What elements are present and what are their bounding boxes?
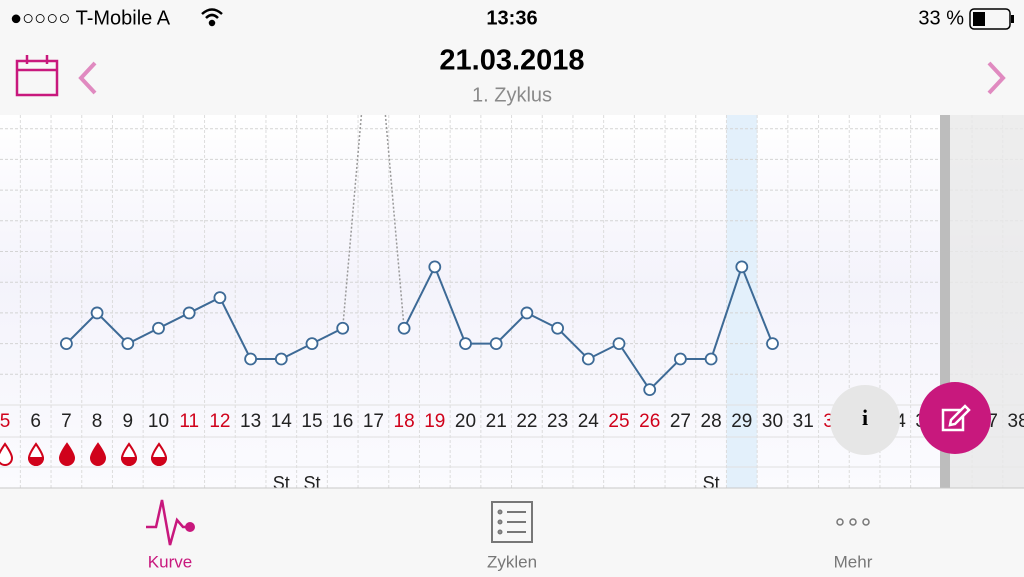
edit-icon [941,404,971,432]
future-divider [940,115,950,488]
day-label: 17 [363,411,384,432]
temp-point [305,337,319,351]
temp-point [674,352,687,366]
next-button[interactable] [987,61,1006,95]
day-label: 7 [61,411,72,432]
tab-label[interactable]: Zyklen [487,552,537,571]
temp-point [704,352,718,366]
day-label: 28 [701,411,722,432]
day-label: 5 [0,411,10,432]
info-button[interactable] [830,385,900,455]
day-label: 11 [179,411,199,432]
temp-point [182,306,196,320]
day-label: 27 [670,411,691,432]
clock: 13:36 [486,7,537,29]
temp-point [274,352,288,366]
temp-point [766,337,779,351]
day-label: 24 [578,411,600,432]
day-label: 30 [762,411,783,432]
day-label: 16 [332,411,353,432]
day-label: 20 [455,411,476,432]
zyklen-icon [491,501,533,543]
day-label: 10 [148,411,169,432]
day-label: 23 [547,411,568,432]
day-label: 31 [793,411,814,432]
day-label: 13 [240,411,261,432]
wifi-icon [201,8,223,27]
battery-text: 33 % [918,7,964,29]
day-label: 15 [301,411,322,432]
tab-label[interactable]: Kurve [148,552,192,571]
day-label: 21 [486,411,507,432]
day-label: 25 [608,411,629,432]
day-label: 38 [1008,411,1024,432]
temp-point [90,306,104,320]
temp-point [244,352,258,366]
tab-label[interactable]: Mehr [834,552,873,571]
day-label: 18 [394,411,415,432]
temp-point [489,337,503,351]
temp-point [612,337,626,351]
calendar-button[interactable] [15,55,59,97]
day-label: 26 [639,411,660,432]
kurve-icon-dot [185,522,195,532]
day-label: 6 [30,411,41,432]
temp-point [397,321,411,335]
grid [0,115,1024,488]
temp-point [60,337,73,351]
temp-point [336,321,350,335]
temp-point [213,291,227,304]
mehr-icon [836,518,870,526]
header-bg [0,0,1024,115]
selected-day [726,115,758,488]
kurve-icon [146,499,188,546]
day-label: 22 [516,411,537,432]
temp-point [459,337,472,351]
temp-point [643,383,657,397]
temp-point [152,321,165,335]
day-label: 8 [92,411,103,432]
carrier: ●○○○○ T-Mobile A [10,7,171,29]
bleeding-row [0,442,168,466]
day-label: 14 [271,411,293,432]
temp-point [551,321,564,335]
day-label: 19 [424,411,445,432]
info-label: i [862,405,868,430]
day-label: 9 [123,411,134,432]
temp-point [121,337,135,351]
battery-icon [969,8,1014,30]
tabs: Kurve Zyklen Mehr [148,552,873,571]
prev-button[interactable] [78,61,97,95]
temp-point [428,260,442,274]
day-label: 29 [731,411,752,432]
date-title: 21.03.2018 [439,45,584,77]
temp-point [735,260,749,274]
day-label: 12 [209,411,230,432]
temp-point [581,352,595,366]
cycle-subtitle: 1. Zyklus [472,84,552,106]
temp-point [520,306,534,320]
